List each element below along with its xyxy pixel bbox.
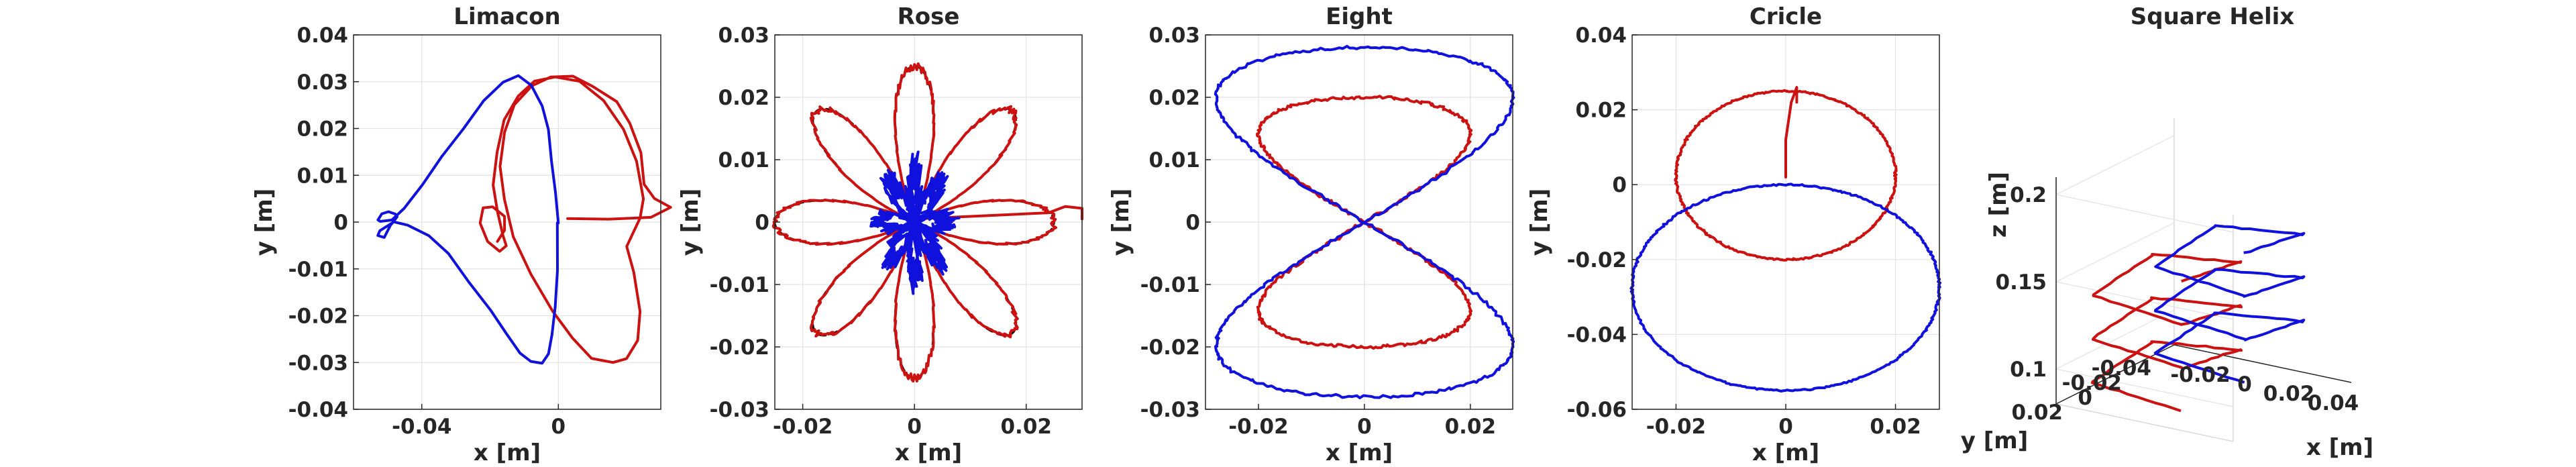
3d-z-tick-label: 0.1 [2010, 358, 2047, 382]
y-tick-label: 0.02 [1149, 86, 1201, 110]
rose-red-line [771, 62, 1058, 383]
limacon-series [376, 74, 672, 365]
cricle-ylabel: y [m] [1526, 189, 1553, 256]
x-tick-label: -0.02 [773, 415, 833, 439]
cricle-series [1629, 86, 1942, 393]
y-tick-label: 0.03 [297, 70, 349, 95]
square-helix-zlabel: z [m] [1985, 172, 2012, 238]
y-tick-label: 0.02 [1576, 99, 1627, 123]
eight-ticks: -0.02 0 0.02 -0.03 -0.02 -0.01 0 0.01 0.02 0.03 [1140, 23, 1496, 439]
square-helix-title: Square Helix [2131, 3, 2294, 30]
y-tick-label: -0.03 [288, 351, 348, 375]
square-helix-3d-box [2055, 118, 2352, 442]
x-tick-label: 0 [1357, 415, 1372, 439]
panel-rose: Rose -0.02 0 0.02-0.03-0.02-0.0100.010.020… [677, 3, 1083, 466]
3d-y-tick-label: -0.02 [2062, 371, 2122, 395]
panel-cricle: Cricle -0.02 0 0.02 -0.06 -0.04 -0.02 0 0.02 0.0… [1526, 3, 1942, 466]
y-tick-label: 0.03 [1149, 23, 1201, 48]
square-helix-xlabel: x [m] [2306, 434, 2373, 461]
eight-series [1214, 44, 1515, 399]
cricle-title: Cricle [1750, 3, 1822, 30]
x-tick-label: -0.02 [1646, 415, 1706, 439]
x-tick-label: 0 [1778, 415, 1793, 439]
y-tick-label: 0.04 [1576, 23, 1627, 48]
3d-y-tick-label: -0.04 [2092, 356, 2151, 380]
y-tick-label: -0.06 [1567, 398, 1627, 422]
y-tick-label: 0 [1612, 173, 1627, 197]
limacon-ticks: -0.04 0 -0.04 -0.03 -0.02 -0.01 0 0.01 0.02 0.03 0… [288, 23, 566, 439]
rose-blue-line [869, 150, 961, 295]
y-tick-label: -0.01 [1140, 273, 1200, 297]
3d-y-axis-line [2055, 344, 2175, 405]
y-tick-label: -0.03 [1140, 398, 1200, 422]
y-tick-label: 0 [755, 211, 769, 235]
x-tick-label: 0.02 [1870, 415, 1921, 439]
rose-xlabel: x [m] [895, 439, 962, 466]
3d-z-tick-label: 0.2 [2010, 183, 2047, 207]
circle-blue-line [1629, 183, 1942, 393]
y-tick-label: -0.03 [710, 398, 769, 422]
x-tick-label: 0.02 [1445, 415, 1497, 439]
panel-limacon: Limacon -0.04 0 -0.04 -0.03 -0.02 -0.01 0 0.01 0… [251, 3, 672, 466]
y-tick-label: -0.01 [710, 273, 769, 297]
y-tick-label: 0.03 [718, 23, 770, 48]
y-tick-label: 0.01 [1149, 148, 1201, 172]
rose-grid [775, 34, 1082, 410]
limacon-ylabel: y [m] [251, 189, 278, 256]
square-helix-blue-line [2153, 224, 2306, 384]
cricle-ticks: -0.02 0 0.02 -0.06 -0.04 -0.02 0 0.02 0.04 [1567, 23, 1921, 439]
3d-x-tick-label: 0.04 [2308, 391, 2359, 415]
3d-y-tick-label: 0 [2078, 386, 2092, 410]
3d-y-tick-label: 0.02 [2012, 401, 2063, 425]
x-tick-label: -0.02 [1228, 415, 1288, 439]
3d-box-edge [2055, 403, 2234, 442]
3d-x-tick-label: 0.02 [2263, 382, 2315, 406]
eight-xlabel: x [m] [1326, 439, 1393, 466]
square-helix-series [2090, 224, 2306, 413]
eight-blue-line [1214, 44, 1515, 399]
cricle-xlabel: x [m] [1752, 439, 1819, 466]
3d-x-tick-label: 0 [2237, 372, 2252, 397]
x-tick-label: 0 [551, 415, 566, 439]
3d-z-gridline [2055, 135, 2234, 233]
square-helix-red-line [2090, 253, 2243, 413]
y-tick-label: -0.01 [288, 258, 348, 282]
limacon-title: Limacon [453, 3, 560, 30]
circle-red-spike [1784, 86, 1799, 178]
y-tick-label: 0.04 [297, 23, 349, 48]
limacon-red-line [478, 74, 672, 364]
x-tick-label: 0.02 [1000, 415, 1052, 439]
y-tick-label: 0 [1185, 211, 1200, 235]
limacon-xlabel: x [m] [474, 439, 541, 466]
panel-eight: Eight -0.02 0 0.02 -0.03 -0.02 -0.01 0 0.01 0.02… [1108, 3, 1515, 466]
eight-ylabel: y [m] [1108, 189, 1134, 256]
rose-title: Rose [898, 3, 960, 30]
y-tick-label: 0.01 [718, 148, 770, 172]
y-tick-label: 0.01 [297, 164, 349, 188]
circle-red-line [1674, 89, 1898, 262]
y-tick-label: -0.04 [288, 398, 348, 422]
panel-square-helix: Square Helix -0.02 0 0.020.040.020-0.02-0.… [1961, 3, 2373, 461]
y-tick-label: -0.02 [1567, 248, 1627, 272]
x-tick-label: -0.04 [392, 415, 451, 439]
y-tick-label: 0.02 [718, 86, 770, 110]
y-tick-label: -0.02 [710, 335, 769, 360]
rose-ylabel: y [m] [677, 189, 704, 256]
3d-z-tick-label: 0.15 [1996, 270, 2047, 295]
eight-title: Eight [1326, 3, 1393, 30]
limacon-blue-line [376, 74, 560, 365]
square-helix-ylabel: y [m] [1961, 427, 2029, 454]
x-tick-label: 0 [907, 415, 922, 439]
y-tick-label: 0 [333, 211, 348, 235]
y-tick-label: -0.04 [1567, 323, 1627, 347]
rose-series [771, 62, 1083, 383]
square-helix-ticks: -0.02 0 0.020.040.020-0.02-0.040.10.150.2 [1996, 183, 2359, 425]
3d-x-tick-label: -0.02 [2170, 363, 2230, 387]
y-tick-label: 0.02 [297, 117, 349, 142]
y-tick-label: -0.02 [288, 305, 348, 329]
3d-x-axis-line [2174, 344, 2352, 383]
y-tick-label: -0.02 [1140, 335, 1200, 360]
